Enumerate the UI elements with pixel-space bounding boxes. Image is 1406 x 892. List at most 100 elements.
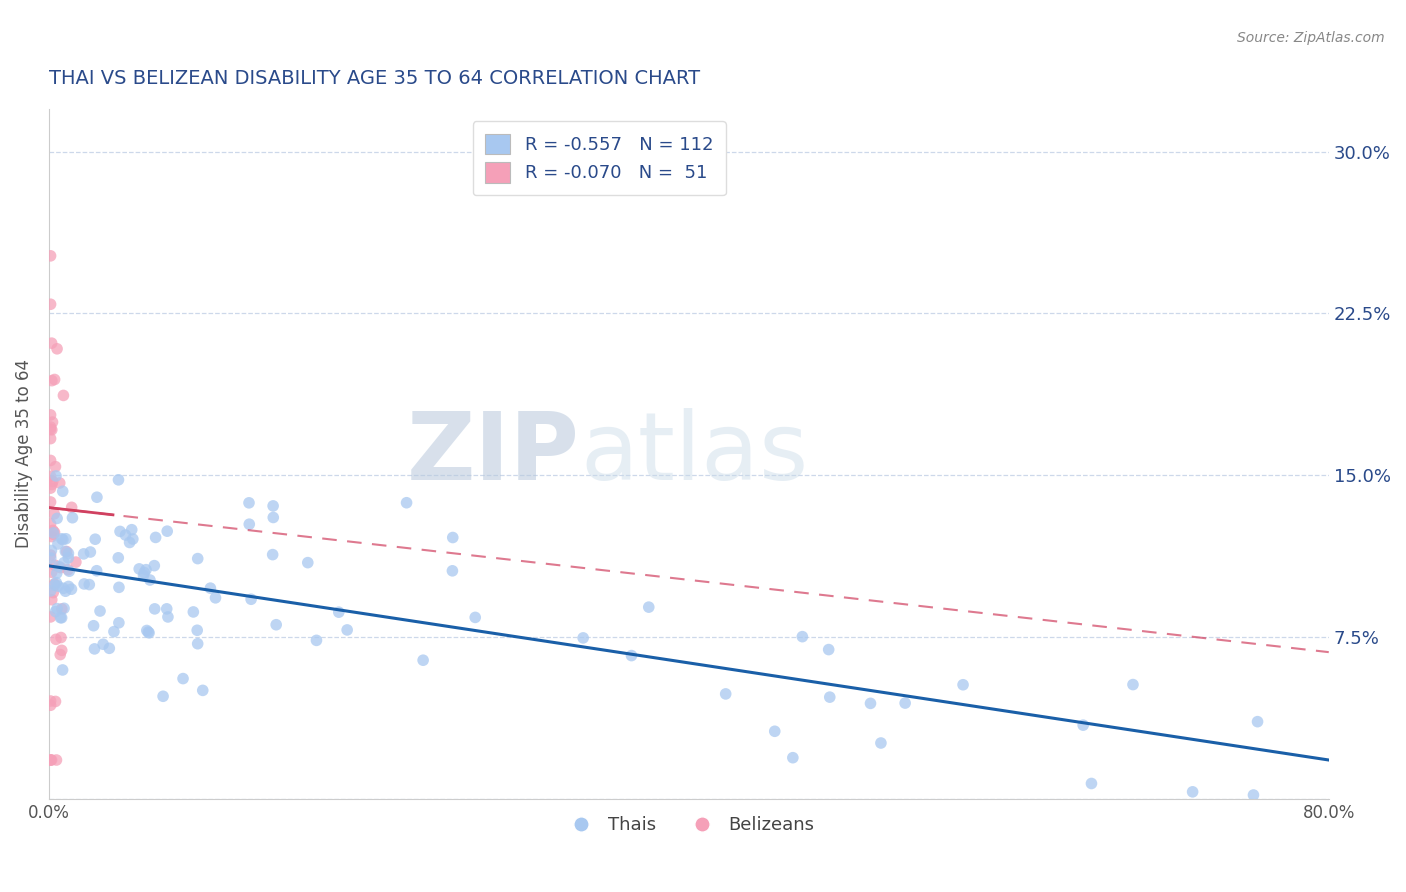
Point xyxy=(107,550,129,565)
Point xyxy=(41,415,63,429)
Point xyxy=(114,528,136,542)
Point xyxy=(84,532,107,546)
Point xyxy=(336,623,359,637)
Point xyxy=(45,753,67,767)
Point xyxy=(262,499,284,513)
Point xyxy=(39,694,62,708)
Point xyxy=(44,372,66,386)
Point xyxy=(637,600,659,615)
Point xyxy=(262,548,284,562)
Point xyxy=(894,696,917,710)
Point xyxy=(572,631,595,645)
Point xyxy=(45,605,67,619)
Point xyxy=(45,469,67,483)
Point xyxy=(72,547,94,561)
Point xyxy=(46,511,69,525)
Point xyxy=(145,530,167,544)
Point xyxy=(1122,677,1144,691)
Point xyxy=(58,579,80,593)
Legend: Thais, Belizeans: Thais, Belizeans xyxy=(555,809,823,841)
Point xyxy=(52,388,75,402)
Point xyxy=(60,500,83,515)
Point xyxy=(41,592,63,607)
Point xyxy=(39,551,62,566)
Point xyxy=(89,604,111,618)
Point xyxy=(98,641,121,656)
Point xyxy=(39,495,62,509)
Point xyxy=(41,477,63,491)
Point xyxy=(1080,776,1102,790)
Point xyxy=(58,564,80,578)
Point xyxy=(264,617,287,632)
Point xyxy=(53,601,76,615)
Point xyxy=(41,374,63,388)
Point xyxy=(1243,788,1265,802)
Point xyxy=(55,544,77,558)
Point xyxy=(56,563,79,577)
Point xyxy=(86,490,108,504)
Point xyxy=(52,484,75,499)
Point xyxy=(132,568,155,582)
Point xyxy=(44,459,66,474)
Point xyxy=(44,507,66,521)
Point xyxy=(46,579,69,593)
Point xyxy=(156,610,179,624)
Point xyxy=(620,648,643,663)
Point xyxy=(49,560,72,574)
Point xyxy=(118,535,141,549)
Point xyxy=(1071,718,1094,732)
Point xyxy=(187,551,209,566)
Point xyxy=(55,584,77,599)
Point xyxy=(204,591,226,605)
Point xyxy=(262,510,284,524)
Point xyxy=(441,531,464,545)
Point xyxy=(48,475,70,490)
Point xyxy=(44,694,66,708)
Point xyxy=(107,473,129,487)
Point xyxy=(183,605,205,619)
Point xyxy=(39,249,62,263)
Point xyxy=(138,625,160,640)
Point xyxy=(328,605,350,619)
Point xyxy=(51,602,73,616)
Point xyxy=(39,297,62,311)
Text: ZIP: ZIP xyxy=(408,408,581,500)
Point xyxy=(65,555,87,569)
Point xyxy=(792,630,814,644)
Point xyxy=(41,753,63,767)
Point xyxy=(55,532,77,546)
Point xyxy=(121,523,143,537)
Point xyxy=(41,543,63,558)
Point xyxy=(39,420,62,434)
Point xyxy=(108,615,131,630)
Point xyxy=(297,556,319,570)
Point xyxy=(41,566,63,580)
Point xyxy=(714,687,737,701)
Point xyxy=(1181,785,1204,799)
Point xyxy=(48,559,70,574)
Point xyxy=(91,637,114,651)
Point xyxy=(156,602,179,616)
Point xyxy=(240,592,263,607)
Point xyxy=(187,637,209,651)
Point xyxy=(41,530,63,544)
Point xyxy=(464,610,486,624)
Point xyxy=(42,585,65,599)
Point xyxy=(108,580,131,594)
Point xyxy=(395,496,418,510)
Point xyxy=(121,532,143,546)
Point xyxy=(135,624,157,638)
Point xyxy=(39,481,62,495)
Point xyxy=(52,533,75,547)
Point xyxy=(83,618,105,632)
Point xyxy=(191,683,214,698)
Point xyxy=(53,556,76,570)
Point xyxy=(135,563,157,577)
Point xyxy=(60,582,83,597)
Point xyxy=(45,566,67,581)
Point xyxy=(128,562,150,576)
Point xyxy=(39,610,62,624)
Point xyxy=(1246,714,1268,729)
Y-axis label: Disability Age 35 to 64: Disability Age 35 to 64 xyxy=(15,359,32,549)
Point xyxy=(44,578,66,592)
